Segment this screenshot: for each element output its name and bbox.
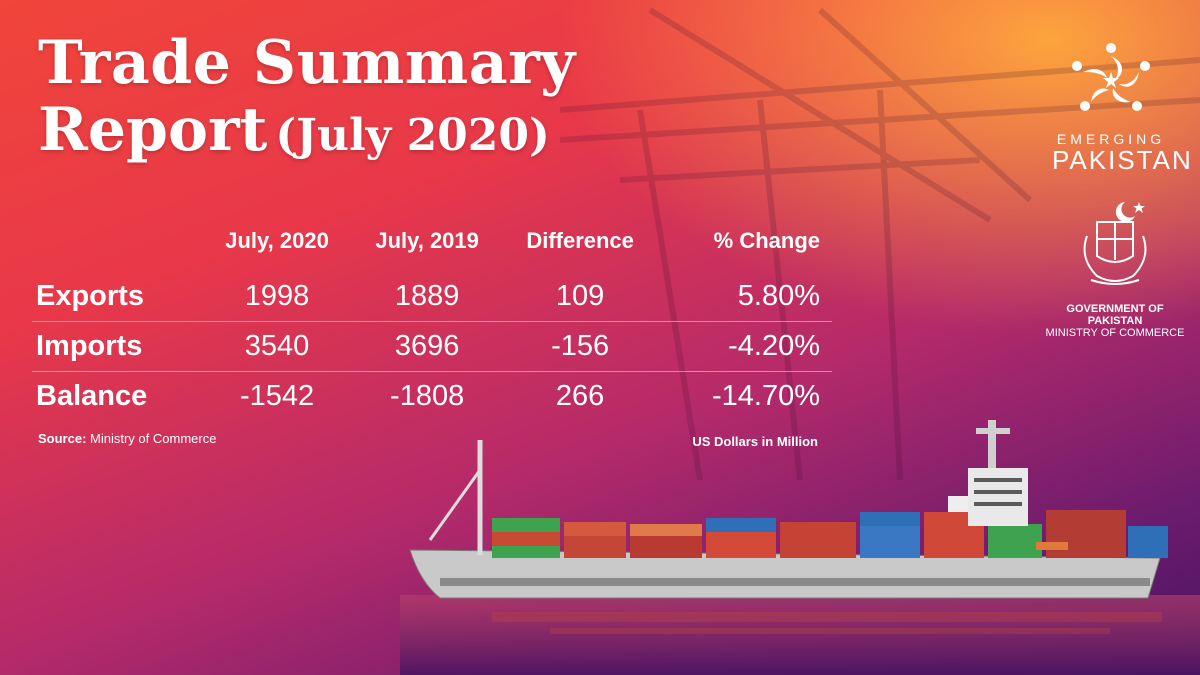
table-cell: 1998 <box>202 272 353 322</box>
gov-line-1: GOVERNMENT OF PAKISTAN <box>1066 303 1164 327</box>
row-label: Imports <box>32 321 202 372</box>
flower-logo-icon <box>1072 43 1150 111</box>
page-title: Trade Summary Report (July 2020) <box>38 28 576 166</box>
row-label: Exports <box>32 272 202 322</box>
emerging-pakistan-logo: EMERGING PAKISTAN <box>1052 40 1193 175</box>
title-line-2-suffix: (July 2020) <box>275 110 550 162</box>
table-cell: -156 <box>502 321 659 372</box>
table-cell: 3696 <box>352 321 503 372</box>
column-header: Difference <box>526 228 634 253</box>
trade-table: July, 2020 July, 2019 Difference % Chang… <box>32 222 832 421</box>
source-text: Ministry of Commerce <box>90 431 217 446</box>
header-empty <box>32 222 202 272</box>
logo-word-2: PAKISTAN <box>1052 145 1193 175</box>
table-cell: 1889 <box>352 272 503 322</box>
gov-line-2: MINISTRY OF COMMERCE <box>1045 327 1185 339</box>
table-cell: 3540 <box>202 321 353 372</box>
table-cell: 266 <box>555 380 605 412</box>
row-label: Balance <box>36 380 148 412</box>
table-cell: -1542 <box>239 380 315 412</box>
table-cell: -1808 <box>390 380 465 412</box>
table-cell: -4.20% <box>658 321 832 372</box>
source-note: Source: Ministry of Commerce <box>38 431 216 446</box>
table-row-imports: Imports 3540 3696 -156 -4.20% <box>32 321 832 372</box>
table-cell: 5.80% <box>658 272 832 322</box>
table-header-row: July, 2020 July, 2019 Difference % Chang… <box>32 222 832 272</box>
logo-word-1: EMERGING <box>1056 131 1166 147</box>
column-header: July, 2020 <box>225 228 329 253</box>
title-line-1: Trade Summary <box>38 28 576 98</box>
units-note: US Dollars in Million <box>692 434 818 449</box>
state-emblem-icon <box>1083 202 1147 285</box>
government-emblem: GOVERNMENT OF PAKISTAN MINISTRY OF COMME… <box>1040 196 1190 339</box>
container-ship-image <box>400 420 1200 675</box>
table-row-exports: Exports 1998 1889 109 5.80% <box>32 272 832 322</box>
column-header: July, 2019 <box>375 228 479 253</box>
column-header: % Change <box>713 228 820 253</box>
table-cell: 109 <box>502 272 659 322</box>
title-line-2: Report <box>38 95 268 166</box>
table-row-balance: Balance -1542 -1808 266 -14.70% <box>32 372 832 422</box>
table-cell: -14.70% <box>711 380 820 412</box>
source-label: Source: <box>38 431 87 446</box>
